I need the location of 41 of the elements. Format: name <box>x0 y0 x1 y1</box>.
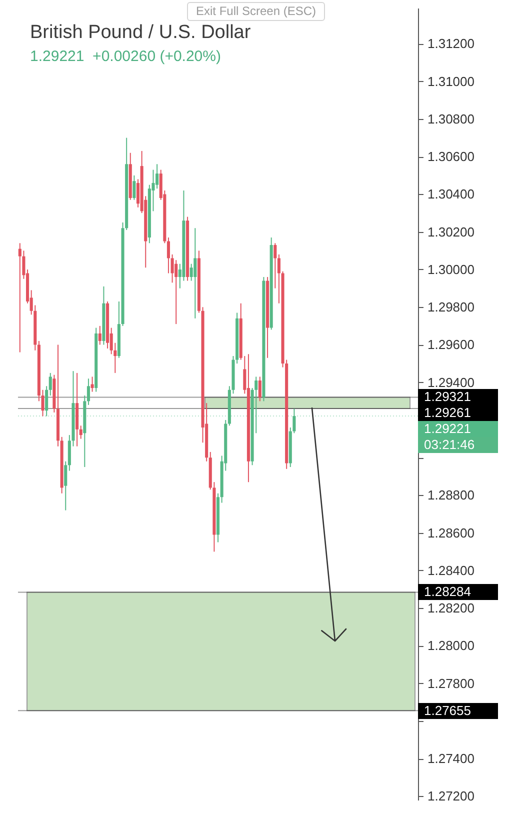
y-tick-label: 1.28200 <box>428 600 474 616</box>
candlestick <box>98 325 102 346</box>
y-tick-label: 1.27200 <box>428 788 474 804</box>
text: 03:21:46 <box>418 437 498 454</box>
y-tick-label: 1.30000 <box>428 262 474 277</box>
y-tick-label: 1.28800 <box>428 488 474 503</box>
candlestick <box>79 425 82 440</box>
y-tick-label: 1.31200 <box>428 36 474 52</box>
candlestick <box>258 376 262 402</box>
ref-line-label: 1.29221 <box>418 421 498 438</box>
y-tick-label: 1.30400 <box>428 186 474 202</box>
text: 1.29221 +0.00260 (+0.20%) <box>30 48 221 66</box>
y-tick-label: 1.27400 <box>428 751 474 766</box>
y-tick-label: 1.29400 <box>428 374 474 390</box>
y-tick-label: 1.30200 <box>428 224 474 240</box>
candlestick <box>156 164 159 190</box>
y-tick-label: 1.29800 <box>428 300 474 315</box>
ref-line-label: 1.29261 <box>418 405 498 422</box>
y-tick-label: 1.30800 <box>428 111 474 126</box>
candlestick <box>274 242 277 289</box>
y-tick-label: 1.28400 <box>428 562 474 578</box>
y-tick-label: 1.28000 <box>428 638 474 654</box>
y-tick-label: 1.31000 <box>428 74 474 89</box>
y-tick-label: 1.28600 <box>428 525 474 540</box>
y-tick-label: 1.29600 <box>428 337 474 352</box>
candlestick <box>64 460 68 511</box>
fullscreen-button[interactable]: Exit Full Screen (ESC) <box>187 2 326 21</box>
text: British Pound / U.S. Dollar <box>30 22 251 44</box>
ref-line-label: 1.29321 <box>418 389 498 406</box>
candlestick <box>194 228 197 319</box>
candlestick <box>132 174 136 200</box>
candlestick <box>18 242 22 353</box>
candlestick <box>90 376 94 392</box>
candlestick <box>166 237 170 274</box>
y-tick-label: 1.27800 <box>428 676 474 691</box>
candlestick <box>45 386 48 417</box>
candlestick <box>48 372 52 396</box>
candlestick <box>86 378 90 406</box>
y-tick-label: 1.30600 <box>428 149 474 164</box>
ref-line-label: 1.27655 <box>418 702 498 719</box>
ref-line-label: 1.28284 <box>418 584 498 600</box>
